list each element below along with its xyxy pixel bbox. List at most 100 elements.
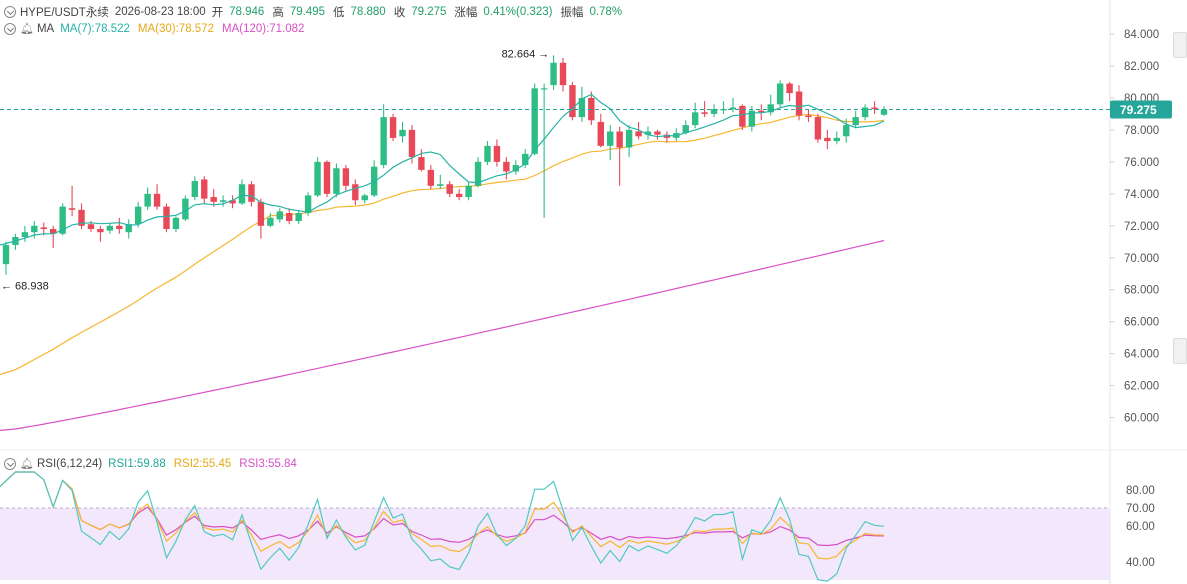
candle-body xyxy=(805,115,812,118)
price-tick-label: 60.000 xyxy=(1124,413,1159,425)
candle-body xyxy=(248,184,255,202)
price-tick-label: 74.000 xyxy=(1124,189,1159,201)
open-value: 78.946 xyxy=(229,6,265,18)
rsi-legend: 🔔︎ RSI(6,12,24) RSI1:59.88 RSI2:55.45 RS… xyxy=(4,457,305,470)
candle-body xyxy=(352,184,359,201)
high-label: 高 xyxy=(272,7,284,19)
candle-body xyxy=(540,88,548,90)
candle-body xyxy=(267,217,274,226)
candle-body xyxy=(654,131,661,135)
ma120-line xyxy=(0,239,885,431)
candle-body xyxy=(68,208,76,210)
candle-body xyxy=(550,62,557,86)
candle-body xyxy=(257,201,265,226)
candle-body xyxy=(153,193,161,207)
candle-body xyxy=(314,161,321,196)
last-price-badge xyxy=(1110,100,1172,119)
candle-body xyxy=(824,137,831,142)
candle-body xyxy=(134,206,142,225)
min-price-marker: ← 68.938 xyxy=(1,281,49,293)
low-value: 78.880 xyxy=(350,6,386,18)
open-label: 开 xyxy=(211,7,224,19)
rsi1-value: RSI1:59.88 xyxy=(108,457,166,470)
candle-body xyxy=(59,206,66,234)
collapse-chevron-icon[interactable] xyxy=(4,6,16,18)
ma-indicator-title[interactable]: MA xyxy=(36,22,55,35)
candle-body xyxy=(758,110,765,113)
candle-body xyxy=(484,145,491,162)
candle-body xyxy=(531,88,538,154)
price-tick-label: 72.000 xyxy=(1124,221,1159,233)
candle-body xyxy=(871,107,878,110)
price-tick-label: 64.000 xyxy=(1124,349,1159,361)
candle-body xyxy=(512,165,520,172)
price-tick-label: 66.000 xyxy=(1124,317,1159,329)
rsi3-value: RSI3:55.84 xyxy=(239,457,297,470)
candle-body xyxy=(333,168,340,194)
price-tick-label: 68.000 xyxy=(1124,285,1159,297)
candle-body xyxy=(286,213,293,222)
candle-body xyxy=(455,193,463,198)
candle-body xyxy=(323,161,331,194)
candle-body xyxy=(569,85,576,118)
candle-body xyxy=(2,244,10,265)
close-value: 79.275 xyxy=(411,6,447,18)
candle-body xyxy=(559,62,567,86)
panel-toggle-middle[interactable] xyxy=(1173,338,1187,364)
candle-body xyxy=(229,200,236,204)
candle-body xyxy=(408,129,416,158)
candle-body xyxy=(418,157,425,170)
candle-body xyxy=(219,200,227,202)
panel-toggle-top[interactable] xyxy=(1173,32,1187,58)
price-tick-label: 62.000 xyxy=(1124,381,1159,393)
candle-body xyxy=(691,112,699,126)
candle-body xyxy=(399,129,406,137)
candle-body xyxy=(729,107,737,110)
change-value: 0.41%(0.323) xyxy=(483,6,553,18)
candle-body xyxy=(50,229,57,234)
last-price-label: 79.275 xyxy=(1120,103,1157,117)
candle-body xyxy=(342,168,350,186)
candle-body xyxy=(465,185,472,198)
candle-body xyxy=(40,227,47,229)
candle-body xyxy=(833,137,840,142)
price-tick-label: 76.000 xyxy=(1124,157,1159,169)
candle-body xyxy=(739,105,746,127)
candle-datetime: 2026-08-23 18:00 xyxy=(114,6,206,18)
candle-body xyxy=(701,112,708,114)
candle-body xyxy=(116,225,123,229)
candle-body xyxy=(852,117,859,126)
price-tick-label: 70.000 xyxy=(1124,253,1159,265)
candle-body xyxy=(295,213,302,222)
candle-body xyxy=(767,104,774,113)
high-value: 79.495 xyxy=(289,6,326,18)
candle-body xyxy=(389,117,397,138)
candle-body xyxy=(493,145,501,162)
collapse-chevron-icon[interactable] xyxy=(4,457,16,470)
candle-body xyxy=(616,131,623,148)
candle-body xyxy=(814,117,822,140)
candle-body xyxy=(380,117,387,166)
symbol-info-bar: HYPE/USDT永续 2026-08-23 18:00 开 78.946 高 … xyxy=(4,4,630,20)
candle-body xyxy=(276,211,283,220)
low-label: 低 xyxy=(333,7,345,19)
rsi-indicator-title[interactable]: RSI(6,12,24) xyxy=(36,457,103,470)
candle-body xyxy=(682,125,689,134)
candle-body xyxy=(191,181,199,198)
candle-body xyxy=(861,107,869,118)
price-tick-label: 84.000 xyxy=(1124,29,1159,41)
rsi-tick-label: 60.00 xyxy=(1126,521,1155,533)
price-tick-label: 78.000 xyxy=(1124,125,1159,137)
ma-legend: 🔔︎ MA MA(7):78.522 MA(30):78.572 MA(120)… xyxy=(4,22,312,35)
symbol-name[interactable]: HYPE/USDT永续 xyxy=(20,7,109,19)
bell-icon[interactable]: 🔔︎ xyxy=(20,23,34,35)
collapse-chevron-icon[interactable] xyxy=(4,22,16,35)
rsi-tick-label: 80.00 xyxy=(1126,485,1155,497)
candle-body xyxy=(427,169,435,186)
candle-body xyxy=(776,83,784,105)
bell-icon[interactable]: 🔔︎ xyxy=(20,458,34,470)
rsi-tick-label: 40.00 xyxy=(1126,557,1155,569)
candle-body xyxy=(78,209,85,226)
ma30-value: MA(30):78.572 xyxy=(137,22,214,35)
